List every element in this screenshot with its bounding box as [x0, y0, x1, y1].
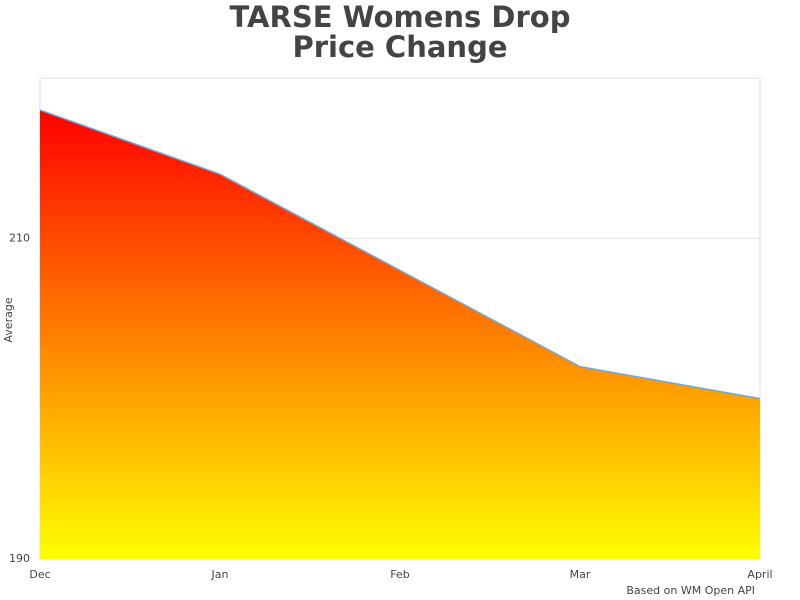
y-tick-label: 210 [9, 231, 30, 244]
x-tick-label: Mar [570, 568, 591, 581]
y-tick-label: 190 [9, 552, 30, 565]
line [39, 109, 761, 400]
x-tick-label: Dec [29, 568, 50, 581]
x-tick-label: April [747, 568, 772, 581]
x-tick-label: Feb [390, 568, 409, 581]
chart-title: TARSE Womens Drop Price Change [229, 0, 571, 64]
credit: Based on WM Open API [626, 584, 755, 597]
area [40, 110, 760, 560]
x-tick-label: Jan [211, 568, 229, 581]
y-axis-label: Average [2, 297, 15, 342]
